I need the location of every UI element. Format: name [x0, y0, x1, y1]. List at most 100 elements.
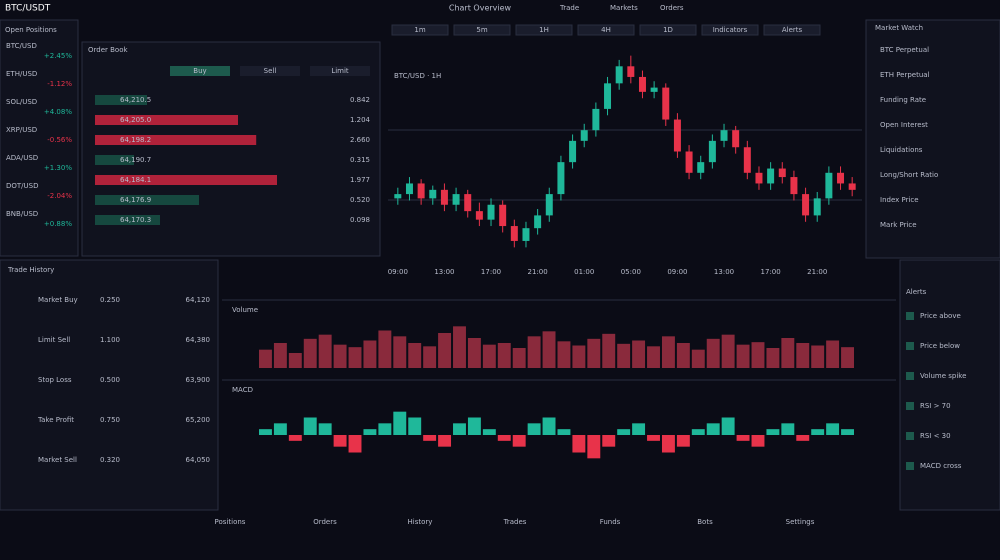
alert-icon[interactable]: [906, 342, 914, 350]
alert-icon[interactable]: [906, 402, 914, 410]
tool-label[interactable]: 5m: [476, 26, 487, 34]
tool-label[interactable]: 1D: [663, 26, 673, 34]
panel-title: Market Watch: [875, 24, 923, 32]
x-tick-label: 09:00: [667, 268, 687, 276]
candle-body: [487, 204, 495, 220]
tool-button[interactable]: [577, 24, 635, 36]
bar: [661, 435, 675, 453]
alert-item[interactable]: RSI < 30: [920, 432, 951, 440]
alert-item[interactable]: Price below: [920, 342, 960, 350]
tab[interactable]: [310, 66, 370, 76]
menu-item[interactable]: Orders: [660, 4, 684, 12]
alert-icon[interactable]: [906, 462, 914, 470]
depth-bar: [95, 135, 257, 145]
watch-item[interactable]: BTC Perpetual: [880, 46, 929, 54]
tool-label[interactable]: 4H: [601, 26, 611, 34]
footer-tab[interactable]: Settings: [786, 518, 815, 526]
change: -1.12%: [47, 80, 72, 88]
footer-tab[interactable]: Positions: [215, 518, 246, 526]
price: 64,198.2: [120, 136, 151, 144]
tab[interactable]: [170, 66, 230, 76]
bar: [751, 342, 765, 368]
alert-icon[interactable]: [906, 312, 914, 320]
watch-item[interactable]: Open Interest: [880, 121, 928, 129]
tool-button[interactable]: [763, 24, 821, 36]
alert-item[interactable]: Volume spike: [920, 372, 966, 380]
bar: [363, 429, 377, 435]
candle-body: [720, 130, 728, 141]
tool-label[interactable]: Alerts: [782, 26, 803, 34]
bar: [736, 344, 750, 368]
bar: [482, 344, 496, 368]
panel-title: Order Book: [88, 46, 128, 54]
footer-tab[interactable]: Orders: [313, 518, 337, 526]
watch-item[interactable]: Liquidations: [880, 146, 923, 154]
alert-item[interactable]: RSI > 70: [920, 402, 951, 410]
tool-label[interactable]: 1H: [539, 26, 549, 34]
panel-title: Trade History: [7, 266, 54, 274]
tool-label[interactable]: Indicators: [713, 26, 748, 34]
alert-icon[interactable]: [906, 372, 914, 380]
candle-body: [662, 87, 670, 120]
watch-item[interactable]: Mark Price: [880, 221, 917, 229]
pane-title: Volume: [232, 306, 258, 314]
watch-item[interactable]: Funding Rate: [880, 96, 926, 104]
menu-item[interactable]: Markets: [610, 4, 638, 12]
candle-body: [464, 194, 472, 212]
menu-item[interactable]: Trade: [559, 4, 579, 12]
watch-item[interactable]: Index Price: [880, 196, 919, 204]
bar: [542, 331, 556, 368]
footer-tab[interactable]: History: [408, 518, 433, 526]
bar: [363, 340, 377, 368]
watch-item[interactable]: ETH Perpetual: [880, 71, 930, 79]
bar: [303, 338, 317, 368]
candle-body: [569, 140, 577, 163]
footer-tab[interactable]: Funds: [600, 518, 621, 526]
footer-tab[interactable]: Bots: [697, 518, 713, 526]
bar: [826, 423, 840, 435]
x-tick-label: 17:00: [481, 268, 501, 276]
bar: [587, 435, 601, 459]
bar: [811, 429, 825, 435]
bar: [288, 353, 302, 368]
alert-item[interactable]: MACD cross: [920, 462, 962, 470]
tab-label[interactable]: Buy: [193, 67, 206, 75]
x-tick-label: 09:00: [388, 268, 408, 276]
bar: [423, 346, 437, 368]
price: 64,184.1: [120, 176, 151, 184]
tool-button[interactable]: [701, 24, 759, 36]
bar: [706, 338, 720, 368]
tool-button[interactable]: [453, 24, 511, 36]
tab[interactable]: [240, 66, 300, 76]
tool-label[interactable]: 1m: [414, 26, 425, 34]
amount: 1.977: [350, 176, 370, 184]
tab-label[interactable]: Sell: [264, 67, 277, 75]
tool-button[interactable]: [639, 24, 697, 36]
bar: [766, 429, 780, 435]
alert-item[interactable]: Price above: [920, 312, 961, 320]
side-list-panel: [899, 259, 1000, 511]
change: +1.30%: [44, 164, 72, 172]
tab-label[interactable]: Limit: [331, 67, 349, 75]
bar: [766, 348, 780, 368]
watch-item[interactable]: Long/Short Ratio: [880, 171, 938, 179]
candle-body: [732, 130, 740, 148]
pane-title: MACD: [232, 386, 253, 394]
candle-body: [534, 215, 542, 229]
alert-icon[interactable]: [906, 432, 914, 440]
logo: BTC/USDT: [5, 4, 51, 14]
bar: [736, 435, 750, 441]
tool-button[interactable]: [391, 24, 449, 36]
order-size: 0.250: [100, 296, 120, 304]
candle-body: [615, 66, 623, 84]
candle-body: [650, 87, 658, 92]
amount: 0.315: [350, 156, 370, 164]
tool-button[interactable]: [515, 24, 573, 36]
order-type: Stop Loss: [38, 376, 72, 384]
bar: [467, 338, 481, 368]
order-price: 63,900: [186, 376, 211, 384]
bar: [527, 336, 541, 368]
bar: [661, 336, 675, 368]
candle-body: [440, 189, 448, 205]
footer-tab[interactable]: Trades: [503, 518, 527, 526]
